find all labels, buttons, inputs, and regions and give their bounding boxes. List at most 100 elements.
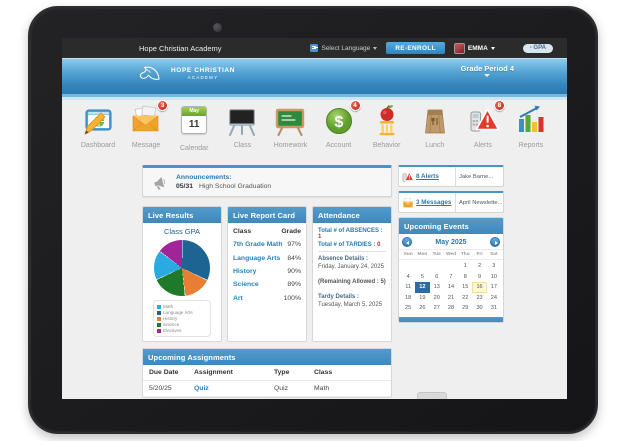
class-link[interactable]: Science [233,281,259,289]
nav-account[interactable]: $ 4 Account [317,100,361,152]
nav-calendar[interactable]: May 11 Calendar [172,103,216,152]
assignment-assignment[interactable]: Quiz [194,385,209,392]
announcements-title: Announcements: [176,174,232,182]
nav-label: Lunch [425,142,445,149]
calendar-day[interactable]: 31 [490,305,497,311]
column-due-date: Due Date [149,369,179,376]
nav-alerts[interactable]: 8 Alerts [461,100,505,152]
calendar-day[interactable]: 5 [420,273,424,280]
calendar-day[interactable]: 21 [447,294,455,301]
calendar-day[interactable]: 4 [406,273,410,280]
partial-button[interactable] [417,392,447,399]
calendar-month: May [182,107,207,116]
calendar-day[interactable]: 7 [449,273,453,280]
class-icon [224,103,260,139]
calendar-day[interactable]: 6 [435,273,439,280]
legend-label: Language Arts [163,310,193,315]
upcoming-events-panel: Upcoming Events May 2025 Sun Mon Tue Wed Thu… [398,217,504,323]
user-menu[interactable]: EMMA [453,42,495,54]
legend-label: History [163,316,178,321]
re-enroll-button[interactable]: RE-ENROLL [386,42,445,54]
header-strip [62,97,567,100]
column-type: Type [274,369,290,376]
calendar-day[interactable]: 2 [478,263,482,269]
calendar-day[interactable]: 1 [463,263,467,269]
assignment-row: 5/20/25 Quiz Quiz Math [143,381,391,397]
class-gpa-pie [154,240,210,296]
report-card-row: Language Arts 84% [228,251,306,264]
alert-icon [402,171,414,182]
calendar-day[interactable]: 12 [415,282,430,293]
report-card-panel: Live Report Card Class Grade 7th Grade M… [227,206,307,342]
calendar-day[interactable]: 17 [490,284,497,290]
tardies-line: Total # of TARDIES : 0 [318,242,381,248]
calendar-grid: 1 2 3 4 5 6 7 8 9 10 11 12 13 14 15 16 17 18 19 20 21 22 23 24 2… [399,260,503,317]
nav-label: Message [131,142,161,149]
nav-label: Homework [273,142,308,149]
calendar-day[interactable]: 28 [447,305,455,311]
calendar-day[interactable]: 18 [405,294,412,301]
nav-label: Calendar [180,145,209,152]
nav-class[interactable]: Class [220,103,264,152]
class-link[interactable]: Art [233,294,243,302]
calendar-day[interactable]: 20 [433,294,440,301]
calendar-day[interactable]: 23 [476,294,483,301]
calendar-day[interactable]: 24 [490,294,497,301]
language-selector[interactable]: Select Language [310,44,378,52]
announcements-bar[interactable]: Announcements: 05/31 High School Graduati… [142,165,392,197]
calendar-prev-button[interactable] [402,237,412,247]
calendar-day[interactable]: 3 [492,263,496,269]
nav-label: Class [233,142,252,149]
school-name: Hope Christian Academy [139,43,222,53]
alerts-link[interactable]: 8 Alerts [416,173,439,180]
calendar-day[interactable]: 13 [433,284,440,290]
calendar-day[interactable]: 27 [433,305,440,311]
alerts-badge: 8 [493,100,505,111]
logo-text-line1: HOPE CHRISTIAN [171,66,236,74]
class-link[interactable]: History [233,267,257,275]
assignment-due: 5/20/25 [149,385,172,392]
chevron-down-icon [373,46,378,50]
calendar-day[interactable]: 29 [462,305,469,311]
grade-value: 100% [283,294,301,302]
class-link[interactable]: Language Arts [233,254,281,262]
alerts-preview[interactable]: Jake Barne... [455,167,503,186]
calendar-day[interactable]: 10 [490,273,497,280]
calendar-day[interactable]: 9 [478,273,482,280]
gpa-badge[interactable]: - GPA [522,43,553,53]
user-name: EMMA [467,44,488,52]
class-link[interactable]: 7th Grade Math [233,241,283,249]
day-name: Sat [490,252,498,257]
attendance-header: Attendance [313,207,391,223]
calendar-next-button[interactable] [490,237,500,247]
calendar-day[interactable]: 19 [419,294,426,301]
nav-message[interactable]: 3 Message [124,100,169,152]
calendar-day[interactable]: 8 [463,273,467,280]
calendar-day[interactable]: 11 [405,284,412,290]
calendar-day[interactable]: 22 [462,294,469,301]
calendar-day[interactable]: 26 [419,305,426,311]
nav-reports[interactable]: Reports [509,103,553,152]
calendar-day[interactable]: 16 [472,282,487,293]
nav-dashboard[interactable]: Dashboard [76,103,120,152]
calendar-day[interactable]: 25 [405,305,412,311]
calendar-day[interactable]: 30 [476,305,483,311]
grade-period-selector[interactable]: Grade Period 4 [461,64,514,77]
nav-behavior[interactable]: Behavior [365,103,409,152]
absences-value: 1 [318,234,322,240]
messages-link[interactable]: 3 Messages [416,199,452,206]
column-assignment: Assignment [194,369,233,376]
legend-label: Math [163,304,174,309]
calendar-day[interactable]: 15 [462,284,469,290]
calendar-day[interactable]: 14 [447,284,455,290]
report-card-row: Science 89% [228,278,306,291]
messages-preview[interactable]: April Newslette... [455,193,503,212]
nav-lunch[interactable]: Lunch [413,103,457,152]
legend-swatch [157,322,161,327]
nav-homework[interactable]: Homework [268,103,312,152]
behavior-icon [369,103,405,139]
tardies-value: 0 [377,242,381,248]
envelope-icon [403,197,413,207]
live-results-header: Live Results [143,207,221,223]
calendar-empty [415,261,429,272]
